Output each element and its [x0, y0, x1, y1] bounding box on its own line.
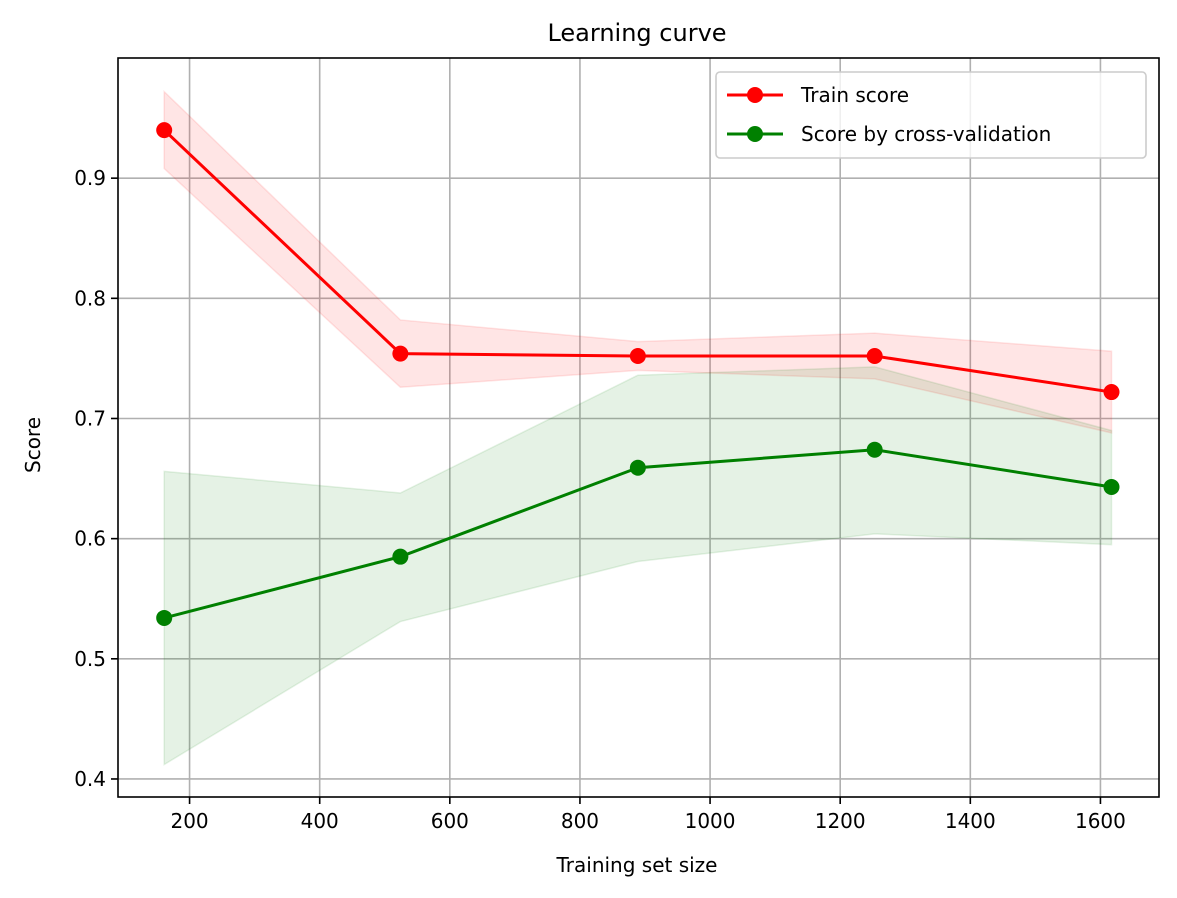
y-tick-label: 0.5: [74, 647, 106, 671]
y-tick-label: 0.8: [74, 286, 106, 310]
legend-swatch-marker: [747, 87, 763, 103]
series-0-point: [1103, 384, 1120, 401]
plot-area: 200 400 600 800 1000 1200 1400 1600 0.4 0.5 0.6 0.7…: [74, 57, 1160, 833]
x-tick-label: 1000: [685, 809, 736, 833]
y-tick-label: 0.6: [74, 527, 106, 551]
series-1-point: [866, 441, 883, 458]
legend-label: Score by cross-validation: [801, 122, 1051, 146]
x-tick-label: 800: [561, 809, 599, 833]
x-axis-title: Training set size: [556, 853, 718, 877]
series-1-point: [156, 609, 173, 626]
axes-frame: [117, 57, 1160, 798]
x-tick-label: 200: [170, 809, 208, 833]
x-tick-label: 600: [431, 809, 469, 833]
legend-label: Train score: [800, 83, 909, 107]
y-tick-label: 0.7: [74, 406, 106, 430]
y-tick-label: 0.4: [74, 767, 106, 791]
x-tick-label: 400: [301, 809, 339, 833]
y-tick-label: 0.9: [74, 166, 106, 190]
series-0-point: [392, 345, 409, 362]
series-0-point: [866, 348, 883, 365]
series-1-point: [392, 548, 409, 565]
series-1-point: [1103, 478, 1120, 495]
legend-box: [715, 71, 1147, 159]
series-1-band: [163, 366, 1113, 766]
x-tick-label: 1600: [1075, 809, 1126, 833]
series-0-point: [156, 122, 173, 139]
legend-swatch-marker: [747, 126, 763, 142]
x-tick-label: 1400: [945, 809, 996, 833]
series-1-point: [629, 459, 646, 476]
series-0-point: [629, 348, 646, 365]
chart-title: Learning curve: [547, 19, 726, 47]
x-tick-label: 1200: [815, 809, 866, 833]
y-axis-title: Score: [21, 417, 45, 473]
